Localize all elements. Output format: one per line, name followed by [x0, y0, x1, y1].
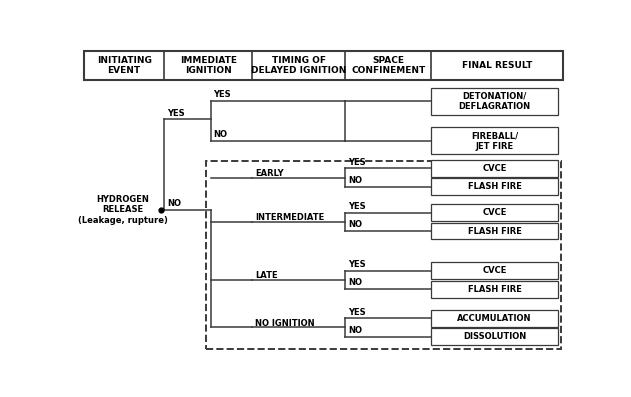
Bar: [206, 161, 560, 349]
Text: YES: YES: [213, 91, 231, 100]
Bar: [431, 160, 558, 177]
Text: NO: NO: [213, 130, 227, 139]
Text: INITIATING
EVENT: INITIATING EVENT: [97, 56, 151, 75]
Bar: [431, 328, 558, 345]
Text: NO IGNITION: NO IGNITION: [255, 319, 314, 328]
Text: YES: YES: [348, 202, 365, 211]
Text: TIMING OF
DELAYED IGNITION: TIMING OF DELAYED IGNITION: [251, 56, 346, 75]
Text: NO: NO: [348, 220, 362, 229]
Text: YES: YES: [348, 308, 365, 316]
Bar: [431, 127, 558, 154]
Text: ACCUMULATION: ACCUMULATION: [457, 314, 532, 323]
Text: EARLY: EARLY: [255, 169, 283, 178]
Text: FINAL RESULT: FINAL RESULT: [462, 61, 532, 70]
Text: HYDROGEN
RELEASE
(Leakage, rupture): HYDROGEN RELEASE (Leakage, rupture): [78, 195, 168, 225]
Text: FLASH FIRE: FLASH FIRE: [468, 182, 521, 191]
Text: DETONATION/
DEFLAGRATION: DETONATION/ DEFLAGRATION: [459, 91, 531, 111]
Text: FLASH FIRE: FLASH FIRE: [468, 285, 521, 294]
Text: NO: NO: [348, 326, 362, 335]
Text: DISSOLUTION: DISSOLUTION: [463, 332, 526, 341]
Text: CVCE: CVCE: [482, 164, 507, 173]
Bar: [431, 204, 558, 221]
Bar: [431, 178, 558, 195]
Text: YES: YES: [348, 260, 365, 269]
Text: FIREBALL/
JET FIRE: FIREBALL/ JET FIRE: [471, 131, 518, 150]
Text: CVCE: CVCE: [482, 266, 507, 275]
Text: LATE: LATE: [255, 272, 278, 281]
Text: NO: NO: [348, 176, 362, 185]
Text: YES: YES: [348, 158, 365, 167]
Bar: [431, 88, 558, 115]
Bar: [431, 281, 558, 297]
Bar: [431, 310, 558, 327]
Text: INTERMEDIATE: INTERMEDIATE: [255, 214, 324, 222]
Text: IMMEDIATE
IGNITION: IMMEDIATE IGNITION: [180, 56, 237, 75]
Text: YES: YES: [167, 109, 184, 118]
Bar: [431, 262, 558, 279]
Text: SPACE
CONFINEMENT: SPACE CONFINEMENT: [351, 56, 425, 75]
Bar: [431, 223, 558, 239]
Text: NO: NO: [167, 199, 181, 208]
Text: CVCE: CVCE: [482, 208, 507, 217]
Text: FLASH FIRE: FLASH FIRE: [468, 227, 521, 235]
Bar: [84, 51, 563, 80]
Text: NO: NO: [348, 278, 362, 287]
